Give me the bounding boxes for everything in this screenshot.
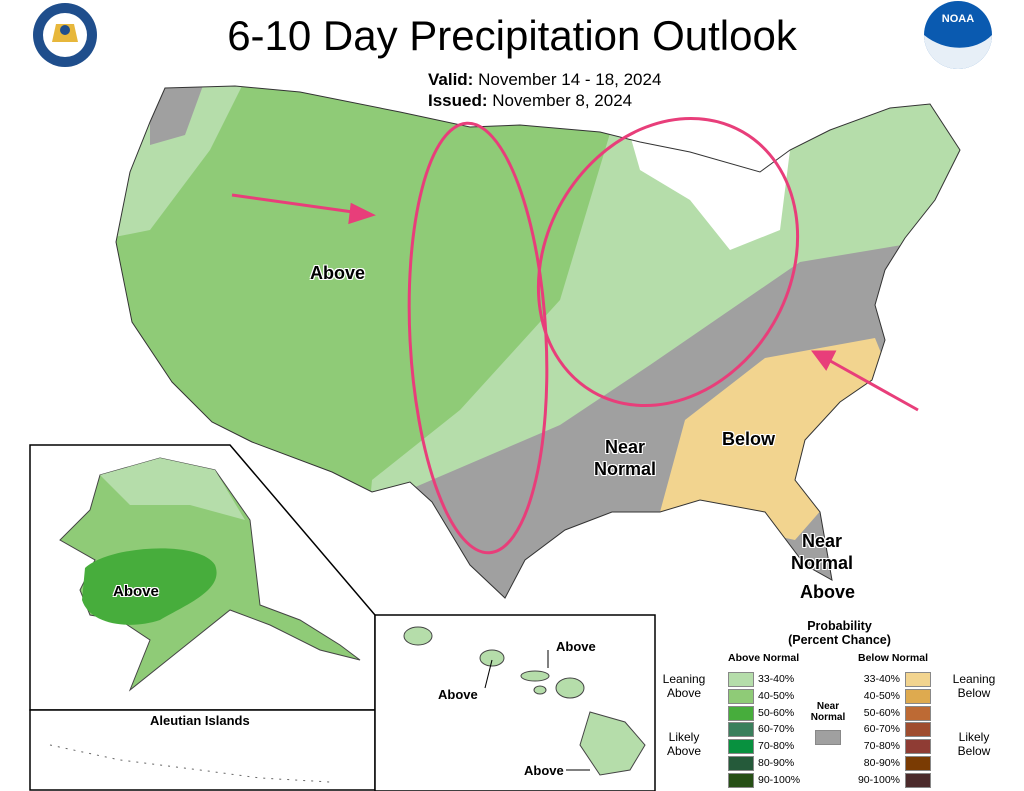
legend-likely-below: Likely Below: [957, 730, 991, 758]
legend-range-below-1: 40-50%: [863, 689, 900, 702]
legend-leaning-above: Leaning Above: [662, 672, 706, 700]
issued-date: Issued: November 8, 2024: [428, 91, 632, 111]
doc-seal-logo: [33, 3, 97, 67]
issued-value: November 8, 2024: [492, 91, 633, 110]
valid-date: Valid: November 14 - 18, 2024: [428, 70, 661, 90]
label-hawaii-above-3: Above: [524, 763, 564, 778]
legend-swatch-below-3: [905, 722, 931, 738]
legend-swatch-above-3: [728, 722, 754, 738]
svg-text:NOAA: NOAA: [942, 13, 974, 25]
valid-value: November 14 - 18, 2024: [478, 70, 662, 89]
label-near-normal-fl: Near Normal: [790, 531, 853, 573]
label-above-west: Above: [310, 263, 366, 283]
hawaii-islands: [403, 626, 646, 776]
legend-swatch-below-0: [905, 672, 931, 687]
legend-swatch-near-normal: [815, 730, 841, 745]
legend-near-normal-label: Near Normal: [810, 701, 846, 723]
label-hawaii-above-1: Above: [556, 639, 596, 654]
label-hawaii-above-2: Above: [438, 687, 478, 702]
annotation-arrow-west: [231, 193, 376, 225]
legend-below-header: Below Normal: [858, 652, 929, 664]
legend-swatch-above-5: [728, 756, 754, 771]
region-near-normal-nw: [150, 86, 205, 145]
page-title: 6-10 Day Precipitation Outlook: [227, 12, 797, 59]
legend-range-below-2: 50-60%: [863, 706, 900, 719]
legend-swatch-below-1: [905, 688, 931, 704]
legend-above-header: Above Normal: [728, 652, 800, 664]
legend-swatch-above-0: [728, 672, 754, 687]
legend-title: Probability: [807, 619, 872, 633]
legend-range-above-3: 60-70%: [758, 723, 795, 736]
hawaii-leader-lines: [484, 650, 590, 771]
legend-range-below-4: 70-80%: [863, 740, 900, 753]
legend-range-below-0: 33-40%: [863, 673, 900, 685]
aleutian-inset: [29, 709, 376, 791]
legend-range-above-6: 90-100%: [758, 773, 801, 786]
legend-subtitle: (Percent Chance): [788, 633, 891, 647]
legend-range-below-6: 90-100%: [857, 773, 900, 786]
issued-label: Issued:: [428, 91, 488, 110]
legend-swatch-above-6: [728, 772, 754, 788]
region-below-33-40: [660, 338, 900, 540]
label-below-se: Below: [722, 429, 776, 449]
legend-swatch-below-5: [905, 756, 931, 771]
valid-label: Valid:: [428, 70, 474, 89]
aleutian-islands-shape: [49, 744, 331, 783]
legend-range-below-3: 60-70%: [863, 723, 900, 736]
noaa-logo: NOAA: [924, 1, 992, 69]
legend-range-above-1: 40-50%: [758, 689, 795, 702]
legend-swatch-above-1: [728, 688, 754, 704]
legend-range-above-0: 33-40%: [758, 673, 795, 685]
legend-range-above-2: 50-60%: [758, 706, 795, 719]
annotation-arrow-east: [811, 350, 919, 412]
label-above-fl: Above: [800, 582, 856, 602]
label-aleutian: Aleutian Islands: [150, 713, 250, 728]
label-near-normal-south: Near Normal: [593, 437, 656, 479]
label-alaska-above: Above: [113, 583, 159, 600]
legend-range-below-5: 80-90%: [863, 757, 900, 769]
legend-swatch-above-4: [728, 739, 754, 755]
legend-swatch-below-6: [905, 772, 931, 788]
legend-likely-above: Likely Above: [666, 730, 702, 758]
legend-range-above-5: 80-90%: [758, 757, 795, 769]
alaska-region-above-50-60: [82, 548, 217, 625]
legend-swatch-above-2: [728, 705, 754, 721]
us-outline: [115, 85, 961, 599]
alaska-region-above-33-40: [100, 458, 245, 520]
legend-leaning-below: Leaning Below: [952, 672, 996, 700]
legend-swatch-below-4: [905, 739, 931, 755]
annotation-ellipse-midwest: [536, 116, 800, 408]
legend-range-above-4: 70-80%: [758, 740, 795, 753]
legend-swatch-below-2: [905, 705, 931, 721]
